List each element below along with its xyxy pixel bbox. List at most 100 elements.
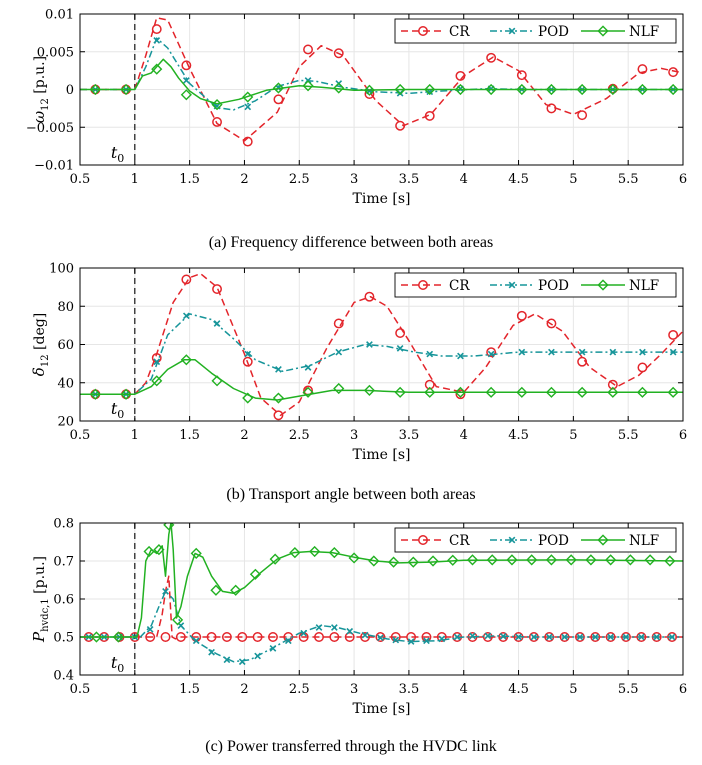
x-tick-label: 2 — [240, 428, 248, 443]
y-axis-subscript: hvdc,1 — [40, 598, 51, 632]
data-point-cr — [605, 632, 616, 642]
data-point-pod — [578, 348, 586, 356]
data-point-pod — [545, 633, 553, 641]
data-point-cr — [424, 110, 435, 121]
data-point-nlf — [485, 83, 497, 96]
data-point-nlf — [328, 547, 340, 559]
data-point-nlf — [211, 375, 223, 387]
y-tick-label: 60 — [57, 338, 74, 353]
x-tick-label: 3 — [350, 682, 358, 697]
legend-marker-nlf — [597, 279, 609, 291]
legend: CR POD NLF — [394, 272, 677, 298]
data-point-pod — [377, 634, 384, 642]
x-tick-label: 1 — [131, 428, 139, 443]
data-point-pod — [238, 658, 246, 666]
data-point-pod — [244, 103, 252, 111]
data-point-cr — [175, 632, 186, 642]
data-point-pod — [254, 652, 261, 660]
t0-label: t0 — [111, 399, 124, 421]
series-line-cr — [80, 272, 683, 417]
legend-label-nlf: NLF — [629, 533, 659, 549]
data-point-cr — [181, 60, 192, 71]
data-point-cr — [160, 632, 171, 642]
y-tick-label: 0.7 — [53, 555, 74, 570]
data-point-pod — [213, 320, 221, 327]
legend-label-cr: CR — [449, 24, 470, 40]
data-point-pod — [487, 350, 495, 358]
chart-panel-power: 0.5 1 1.5 2 2.5 3 3.5 4 4.5 5 5.5 60.40.50.60.70.8t… — [30, 517, 687, 756]
x-tick-label: 4.5 — [508, 682, 529, 697]
series-group — [80, 17, 683, 147]
x-tick-label: 5 — [569, 428, 577, 443]
x-tick-label: 0.5 — [70, 428, 91, 443]
data-point-nlf — [585, 554, 597, 566]
legend-label-nlf: NLF — [629, 278, 659, 294]
data-point-cr — [455, 389, 466, 400]
t0-main: t — [111, 399, 118, 418]
legend-box — [394, 18, 677, 44]
legend-label-cr: CR — [449, 533, 470, 549]
t0-main: t — [111, 653, 118, 672]
data-point-pod — [515, 633, 522, 641]
data-point-cr — [375, 632, 386, 642]
x-axis-label: Time [s] — [353, 447, 411, 463]
series-line-pod — [80, 313, 683, 395]
data-point-pod — [423, 637, 430, 645]
x-tick-label: 1.5 — [179, 682, 200, 697]
y-tick-label: 0.005 — [37, 45, 74, 60]
data-point-cr — [395, 328, 406, 338]
y-axis-subscript: 12 — [40, 98, 51, 111]
data-point-cr — [577, 356, 588, 367]
data-point-pod — [284, 637, 292, 645]
data-point-nlf — [363, 84, 376, 96]
data-point-cr — [242, 356, 253, 367]
x-tick-label: 3 — [350, 172, 358, 187]
data-point-nlf — [545, 386, 558, 398]
x-axis-label: Time [s] — [353, 191, 411, 207]
data-point-cr — [516, 310, 527, 321]
x-tick-label: 4 — [460, 428, 468, 443]
data-point-nlf — [605, 554, 617, 566]
data-point-nlf — [180, 354, 192, 366]
y-tick-label: 0.6 — [53, 593, 74, 608]
series-line-pod — [80, 590, 683, 663]
data-point-nlf — [89, 83, 101, 96]
data-point-nlf — [309, 545, 321, 558]
data-point-cr — [252, 632, 263, 642]
legend-label-pod: POD — [538, 533, 569, 549]
data-point-nlf — [526, 554, 538, 566]
data-point-cr — [486, 52, 497, 63]
data-point-pod — [484, 632, 492, 640]
y-tick-label: 0.5 — [53, 631, 74, 646]
legend-label-pod: POD — [538, 24, 569, 40]
data-point-nlf — [269, 553, 281, 565]
data-point-cr — [268, 632, 278, 642]
chart-panel-angle: 0.5 1 1.5 2 2.5 3 3.5 4 4.5 5 5.5 6 20 40 60 80 100 t0 CR P… — [30, 262, 687, 504]
data-point-cr — [212, 117, 222, 127]
y-tick-label: 0.01 — [45, 8, 74, 23]
data-point-nlf — [211, 99, 223, 111]
data-point-nlf — [667, 386, 679, 398]
data-point-nlf — [112, 631, 124, 643]
t0-sub: 0 — [117, 408, 124, 421]
data-point-cr — [221, 632, 232, 642]
y-axis-symbol: δ — [30, 367, 48, 376]
y-axis-unit: [p.u.] — [32, 56, 48, 98]
y-axis-label: δ12 [deg] — [30, 313, 51, 376]
data-point-cr — [516, 70, 527, 81]
data-point-cr — [455, 70, 466, 81]
x-tick-label: 4.5 — [508, 172, 529, 187]
data-point-pod — [269, 645, 277, 652]
y-tick-label: 40 — [57, 376, 74, 391]
data-point-pod — [392, 636, 400, 644]
data-point-pod — [622, 633, 630, 641]
data-point-pod — [609, 348, 617, 356]
t0-label: t0 — [111, 653, 124, 675]
data-point-nlf — [143, 545, 155, 558]
data-point-nlf — [545, 554, 558, 566]
data-point-pod — [457, 352, 464, 360]
x-tick-label: 5 — [569, 172, 577, 187]
data-point-cr — [668, 329, 679, 340]
data-point-nlf — [667, 83, 679, 96]
data-point-pod — [275, 365, 282, 373]
